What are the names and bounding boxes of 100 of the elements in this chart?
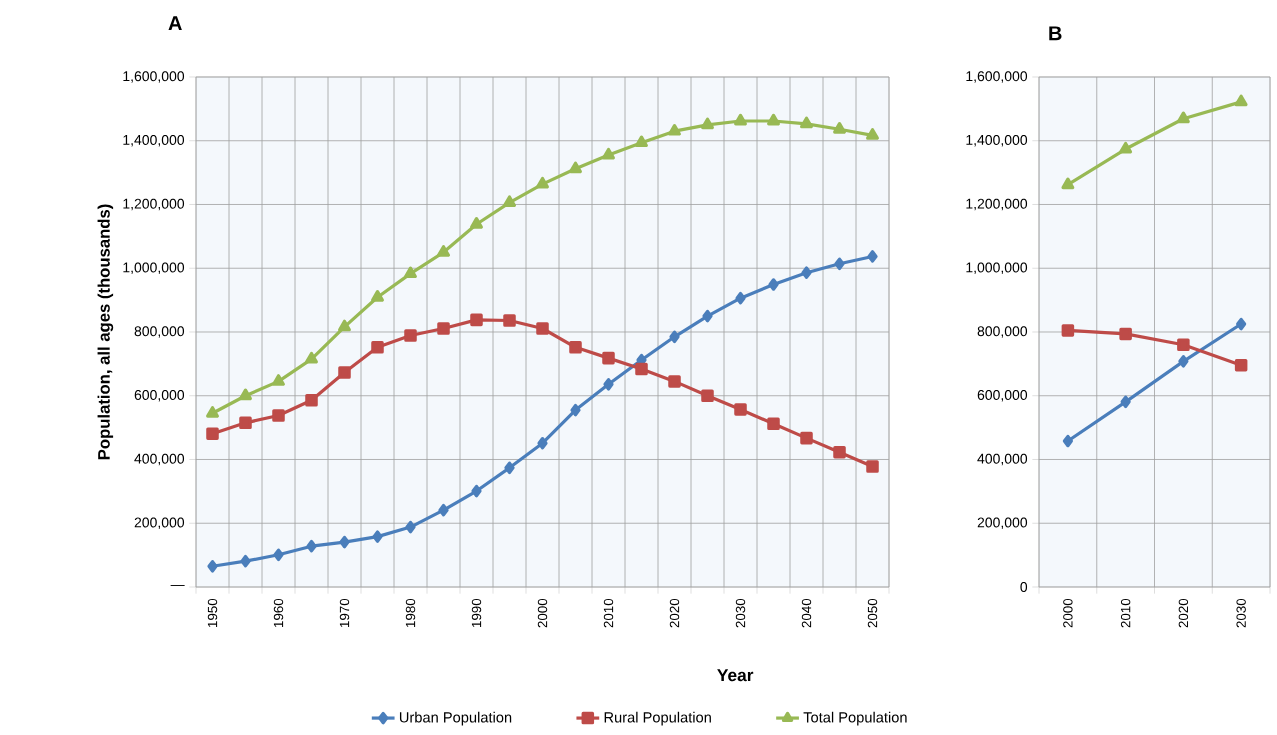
point — [602, 351, 615, 365]
point — [338, 319, 351, 332]
point — [735, 291, 746, 305]
point — [1062, 434, 1073, 448]
point — [833, 122, 846, 134]
legend-label: Rural Population — [604, 711, 711, 726]
point — [503, 314, 516, 327]
point — [669, 330, 680, 344]
point — [504, 461, 515, 475]
point — [305, 351, 318, 364]
y-tick-label: 400,000 — [134, 453, 185, 466]
y-tick-label: 1,400,000 — [966, 134, 1028, 147]
point — [603, 378, 614, 391]
x-tick-label: 1980 — [405, 598, 416, 628]
point — [867, 250, 878, 263]
chart-title: B — [1049, 26, 1062, 41]
point — [470, 217, 483, 229]
x-tick-label: 2020 — [1178, 598, 1189, 628]
y-tick-label: 1,200,000 — [123, 198, 185, 211]
point — [438, 503, 449, 517]
point — [635, 362, 648, 376]
point — [734, 113, 747, 126]
point — [800, 116, 813, 129]
point — [800, 431, 813, 445]
point — [866, 128, 879, 140]
point — [701, 117, 714, 130]
point — [371, 290, 384, 302]
point — [305, 393, 318, 407]
point — [206, 406, 219, 418]
y-tick-label: 1,600,000 — [123, 71, 185, 83]
point — [272, 409, 285, 422]
point — [767, 417, 780, 431]
point — [569, 341, 582, 354]
y-tick-label: 600,000 — [977, 389, 1028, 402]
point — [1061, 324, 1075, 337]
x-tick-label: 1970 — [339, 598, 350, 628]
point — [768, 278, 779, 291]
x-tick-label: 1950 — [207, 598, 218, 628]
y-tick-label: — — [170, 584, 185, 586]
x-tick-label: 2000 — [1063, 598, 1073, 628]
point — [1119, 327, 1132, 341]
point — [1177, 338, 1190, 352]
y-tick-label: 200,000 — [134, 517, 185, 530]
point — [1061, 177, 1075, 190]
y-tick-label: 0 — [1020, 582, 1028, 592]
x-axis-title: Year — [717, 669, 754, 682]
y-tick-label: 1,600,000 — [966, 71, 1028, 83]
point — [437, 245, 450, 257]
legend-label: Total Population — [803, 711, 907, 726]
point — [503, 195, 516, 207]
y-tick-label: 1,200,000 — [966, 198, 1028, 211]
chart-title: A — [168, 16, 182, 30]
point — [207, 560, 218, 573]
point — [536, 322, 549, 335]
point — [371, 341, 384, 354]
x-tick-label: 2050 — [867, 598, 878, 628]
y-axis-title: Population, all ages (thousands) — [97, 204, 114, 460]
x-tick-label: 1960 — [273, 598, 284, 628]
y-tick-label: 400,000 — [977, 453, 1028, 466]
point — [668, 123, 681, 136]
point — [801, 266, 812, 279]
y-tick-label: 1,000,000 — [123, 262, 185, 275]
point — [240, 554, 251, 568]
point — [635, 135, 648, 148]
point — [1178, 355, 1189, 368]
point — [1176, 111, 1190, 124]
point — [701, 389, 714, 403]
point — [338, 366, 351, 379]
x-tick-label: 2020 — [669, 598, 680, 628]
point — [602, 147, 615, 160]
point — [272, 374, 285, 386]
point — [239, 388, 252, 401]
point — [537, 436, 548, 450]
point — [470, 313, 483, 327]
point — [833, 445, 846, 459]
point — [437, 322, 450, 335]
y-tick-label: 1,400,000 — [123, 134, 185, 147]
x-tick-label: 1990 — [471, 598, 482, 628]
point — [404, 266, 417, 279]
point — [536, 176, 549, 189]
x-tick-label: 2000 — [537, 598, 548, 628]
y-tick-label: 800,000 — [977, 326, 1028, 338]
point — [239, 416, 252, 430]
point — [1120, 395, 1131, 409]
point — [339, 535, 350, 549]
y-tick-label: 800,000 — [134, 326, 185, 338]
point — [1236, 317, 1247, 331]
point — [767, 113, 780, 126]
point — [206, 427, 219, 440]
point — [404, 329, 417, 342]
point — [372, 530, 383, 543]
point — [306, 539, 317, 553]
point — [405, 520, 416, 534]
x-tick-label: 2010 — [1120, 598, 1131, 628]
x-tick-label: 2030 — [1236, 598, 1246, 628]
y-tick-label: 200,000 — [977, 517, 1028, 530]
point — [570, 403, 581, 417]
x-tick-label: 2040 — [801, 598, 812, 628]
point — [273, 548, 284, 562]
point — [1119, 141, 1133, 154]
